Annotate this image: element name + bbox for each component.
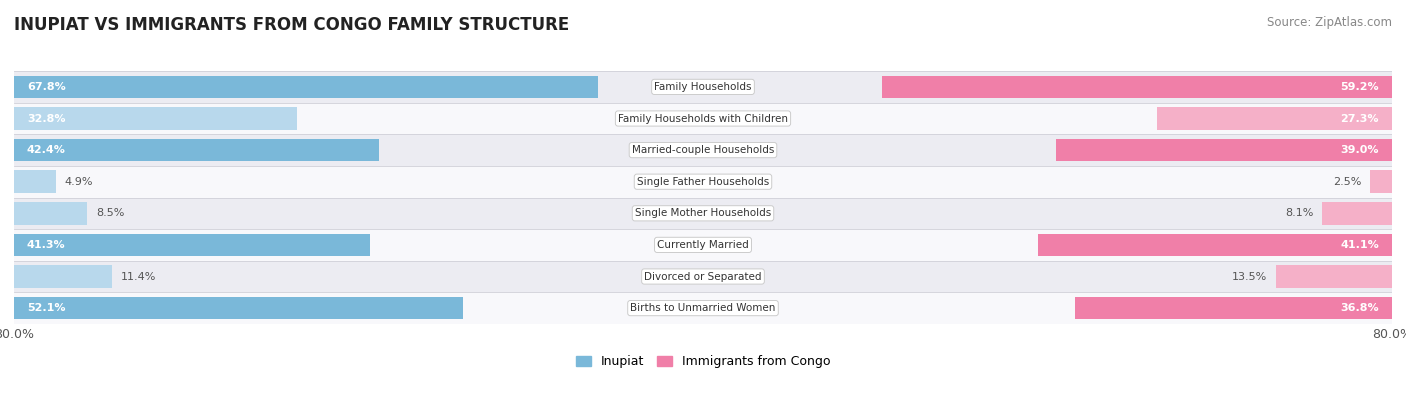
Text: Births to Unmarried Women: Births to Unmarried Women xyxy=(630,303,776,313)
Text: 8.5%: 8.5% xyxy=(96,208,124,218)
Bar xyxy=(14,71,1392,103)
Legend: Inupiat, Immigrants from Congo: Inupiat, Immigrants from Congo xyxy=(571,350,835,373)
Bar xyxy=(14,139,380,162)
Text: Single Mother Households: Single Mother Households xyxy=(636,208,770,218)
Text: 52.1%: 52.1% xyxy=(27,303,66,313)
Bar xyxy=(14,233,370,256)
Bar xyxy=(1275,265,1392,288)
Bar xyxy=(14,229,1392,261)
Text: Married-couple Households: Married-couple Households xyxy=(631,145,775,155)
Text: Single Father Households: Single Father Households xyxy=(637,177,769,187)
Bar xyxy=(1038,233,1392,256)
Text: 11.4%: 11.4% xyxy=(121,271,156,282)
Bar xyxy=(1056,139,1392,162)
Text: Family Households with Children: Family Households with Children xyxy=(619,113,787,124)
Text: 8.1%: 8.1% xyxy=(1285,208,1313,218)
Bar xyxy=(1157,107,1392,130)
Text: 39.0%: 39.0% xyxy=(1340,145,1379,155)
Bar xyxy=(14,166,1392,198)
Bar xyxy=(14,107,297,130)
Bar xyxy=(14,292,1392,324)
Text: 27.3%: 27.3% xyxy=(1340,113,1379,124)
Bar xyxy=(14,170,56,193)
Text: Family Households: Family Households xyxy=(654,82,752,92)
Text: 59.2%: 59.2% xyxy=(1340,82,1379,92)
Text: 4.9%: 4.9% xyxy=(65,177,93,187)
Text: Divorced or Separated: Divorced or Separated xyxy=(644,271,762,282)
Text: 2.5%: 2.5% xyxy=(1333,177,1362,187)
Bar xyxy=(14,297,463,320)
Bar xyxy=(14,103,1392,134)
Text: INUPIAT VS IMMIGRANTS FROM CONGO FAMILY STRUCTURE: INUPIAT VS IMMIGRANTS FROM CONGO FAMILY … xyxy=(14,16,569,34)
Bar xyxy=(14,134,1392,166)
Bar xyxy=(14,198,1392,229)
Text: 32.8%: 32.8% xyxy=(27,113,66,124)
Text: 41.3%: 41.3% xyxy=(27,240,66,250)
Text: 42.4%: 42.4% xyxy=(27,145,66,155)
Bar xyxy=(882,75,1392,98)
Bar xyxy=(1322,202,1392,225)
Bar xyxy=(14,265,112,288)
Text: 67.8%: 67.8% xyxy=(27,82,66,92)
Bar xyxy=(1076,297,1392,320)
Text: 13.5%: 13.5% xyxy=(1232,271,1267,282)
Bar xyxy=(1371,170,1392,193)
Bar xyxy=(14,261,1392,292)
Bar xyxy=(14,202,87,225)
Text: 36.8%: 36.8% xyxy=(1340,303,1379,313)
Text: 41.1%: 41.1% xyxy=(1340,240,1379,250)
Bar xyxy=(14,75,598,98)
Text: Currently Married: Currently Married xyxy=(657,240,749,250)
Text: Source: ZipAtlas.com: Source: ZipAtlas.com xyxy=(1267,16,1392,29)
